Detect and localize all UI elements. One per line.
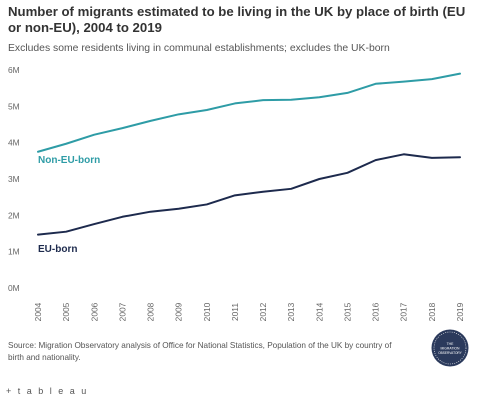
series-line-eu-born[interactable] [37,153,461,236]
chart-subtitle: Excludes some residents living in commun… [8,43,390,54]
data-point[interactable] [458,155,462,159]
x-tick-label: 2018 [427,302,437,321]
x-tick-label: 2010 [202,302,212,321]
series-labels: Non-EU-born EU-born [38,155,100,255]
data-point[interactable] [373,158,377,162]
x-tick-label: 2007 [117,302,127,321]
data-point[interactable] [233,101,237,105]
y-axis: 0M 1M 2M 3M 4M 5M 6M [8,65,20,293]
y-tick-label: 0M [8,283,20,293]
x-tick-label: 2012 [258,302,268,321]
series-lines [36,71,462,236]
data-point[interactable] [205,202,209,206]
series-label: Non-EU-born [38,155,100,166]
data-point[interactable] [233,193,237,197]
data-point[interactable] [261,190,265,194]
data-point[interactable] [345,171,349,175]
data-point[interactable] [120,215,124,219]
tableau-brand[interactable]: + t a b l e a u [6,386,89,396]
data-point[interactable] [148,119,152,123]
source-note: Source: Migration Observatory analysis o… [8,341,392,362]
chart-title: Number of migrants estimated to be livin… [8,4,466,35]
data-point[interactable] [92,132,96,136]
x-axis: 2004 2005 2006 2007 2008 2009 2010 2011 2012 2013… [33,302,465,321]
data-point[interactable] [402,79,406,83]
x-tick-label: 2008 [146,302,156,321]
data-point[interactable] [317,95,321,99]
data-point[interactable] [345,91,349,95]
svg-text:MIGRATION: MIGRATION [441,347,461,351]
data-point[interactable] [92,222,96,226]
data-point[interactable] [36,150,40,154]
x-tick-label: 2013 [286,302,296,321]
data-point[interactable] [176,207,180,211]
svg-text:THE: THE [447,342,455,346]
y-tick-label: 1M [8,247,20,257]
x-tick-label: 2016 [371,302,381,321]
data-point[interactable] [205,108,209,112]
migration-observatory-logo[interactable]: THE MIGRATION OBSERVATORY [430,328,470,368]
data-point[interactable] [36,232,40,236]
data-point[interactable] [148,210,152,214]
x-tick-label: 2011 [230,303,240,321]
x-tick-label: 2019 [455,302,465,321]
data-point[interactable] [64,142,68,146]
x-tick-label: 2015 [342,302,352,321]
series-line-non-eu-born[interactable] [37,72,461,153]
data-point[interactable] [176,112,180,116]
x-tick-label: 2006 [89,302,99,321]
x-tick-label: 2009 [174,302,184,321]
data-point[interactable] [458,71,462,75]
data-point[interactable] [430,156,434,160]
data-point[interactable] [120,126,124,130]
data-point[interactable] [373,82,377,86]
series-label: EU-born [38,244,77,255]
y-tick-label: 2M [8,210,20,220]
y-tick-label: 3M [8,174,20,184]
y-tick-label: 5M [8,101,20,111]
data-point[interactable] [430,77,434,81]
data-point[interactable] [64,229,68,233]
y-tick-label: 6M [8,65,20,75]
data-point[interactable] [289,98,293,102]
svg-text:OBSERVATORY: OBSERVATORY [438,351,462,355]
data-point[interactable] [402,152,406,156]
data-point[interactable] [289,187,293,191]
x-tick-label: 2004 [33,302,43,321]
x-tick-label: 2017 [399,302,409,321]
x-tick-label: 2005 [61,302,71,321]
data-point[interactable] [261,98,265,102]
data-point[interactable] [317,177,321,181]
x-tick-label: 2014 [314,302,324,321]
y-tick-label: 4M [8,138,20,148]
